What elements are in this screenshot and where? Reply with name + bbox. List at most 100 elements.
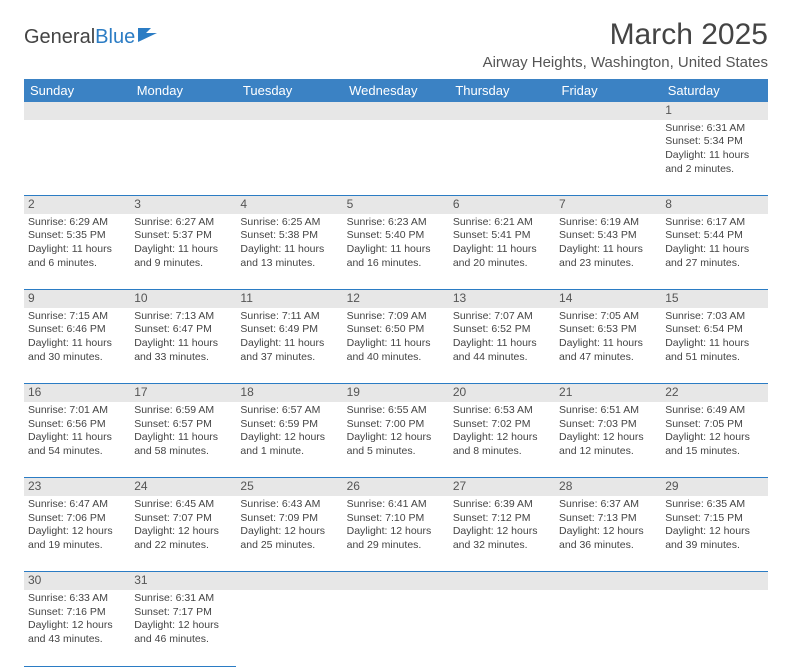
week-row: Sunrise: 7:15 AMSunset: 6:46 PMDaylight:… (24, 308, 768, 384)
day-cell: Sunrise: 6:51 AMSunset: 7:03 PMDaylight:… (555, 402, 661, 478)
daylight-text: Daylight: 11 hours and 13 minutes. (240, 243, 338, 270)
logo-text-part1: General (24, 26, 95, 49)
day-cell: Sunrise: 7:15 AMSunset: 6:46 PMDaylight:… (24, 308, 130, 384)
daylight-text: Daylight: 12 hours and 46 minutes. (134, 619, 232, 646)
day-cell: Sunrise: 7:03 AMSunset: 6:54 PMDaylight:… (661, 308, 767, 384)
sunset-text: Sunset: 7:09 PM (240, 512, 338, 526)
sunset-text: Sunset: 7:06 PM (28, 512, 126, 526)
day-cell-content: Sunrise: 6:31 AMSunset: 5:34 PMDaylight:… (665, 122, 763, 177)
sunrise-text: Sunrise: 6:29 AM (28, 216, 126, 230)
day-cell: Sunrise: 6:55 AMSunset: 7:00 PMDaylight:… (343, 402, 449, 478)
day-cell-content: Sunrise: 6:33 AMSunset: 7:16 PMDaylight:… (28, 592, 126, 647)
week-row: Sunrise: 6:29 AMSunset: 5:35 PMDaylight:… (24, 214, 768, 290)
daylight-text: Daylight: 11 hours and 37 minutes. (240, 337, 338, 364)
day-cell: Sunrise: 6:17 AMSunset: 5:44 PMDaylight:… (661, 214, 767, 290)
daylight-text: Daylight: 12 hours and 19 minutes. (28, 525, 126, 552)
day-cell: Sunrise: 6:21 AMSunset: 5:41 PMDaylight:… (449, 214, 555, 290)
weekday-header: Monday (130, 79, 236, 102)
title-block: March 2025 Airway Heights, Washington, U… (483, 18, 768, 77)
location-text: Airway Heights, Washington, United State… (483, 54, 768, 71)
day-number-cell (236, 102, 342, 120)
header: GeneralBlue March 2025 Airway Heights, W… (24, 18, 768, 77)
day-number-cell: 30 (24, 572, 130, 590)
sunset-text: Sunset: 6:56 PM (28, 418, 126, 432)
day-cell-content: Sunrise: 7:07 AMSunset: 6:52 PMDaylight:… (453, 310, 551, 365)
day-cell-content: Sunrise: 6:59 AMSunset: 6:57 PMDaylight:… (134, 404, 232, 459)
day-number-cell: 1 (661, 102, 767, 120)
day-number-cell: 12 (343, 290, 449, 308)
sunset-text: Sunset: 6:49 PM (240, 323, 338, 337)
sunset-text: Sunset: 5:40 PM (347, 229, 445, 243)
sunrise-text: Sunrise: 6:45 AM (134, 498, 232, 512)
daylight-text: Daylight: 12 hours and 8 minutes. (453, 431, 551, 458)
day-cell: Sunrise: 7:07 AMSunset: 6:52 PMDaylight:… (449, 308, 555, 384)
day-number-cell: 27 (449, 478, 555, 496)
day-cell (555, 120, 661, 196)
sunset-text: Sunset: 6:57 PM (134, 418, 232, 432)
day-cell-content: Sunrise: 6:43 AMSunset: 7:09 PMDaylight:… (240, 498, 338, 553)
day-cell: Sunrise: 6:53 AMSunset: 7:02 PMDaylight:… (449, 402, 555, 478)
daylight-text: Daylight: 11 hours and 58 minutes. (134, 431, 232, 458)
day-cell-content: Sunrise: 6:47 AMSunset: 7:06 PMDaylight:… (28, 498, 126, 553)
day-number-cell (449, 572, 555, 590)
daylight-text: Daylight: 12 hours and 36 minutes. (559, 525, 657, 552)
sunrise-text: Sunrise: 6:51 AM (559, 404, 657, 418)
day-number-cell: 25 (236, 478, 342, 496)
day-cell: Sunrise: 6:49 AMSunset: 7:05 PMDaylight:… (661, 402, 767, 478)
sunrise-text: Sunrise: 6:41 AM (347, 498, 445, 512)
logo-text-part2: Blue (95, 26, 135, 49)
day-cell-content: Sunrise: 6:41 AMSunset: 7:10 PMDaylight:… (347, 498, 445, 553)
day-cell-content: Sunrise: 6:53 AMSunset: 7:02 PMDaylight:… (453, 404, 551, 459)
day-number-cell (449, 102, 555, 120)
day-cell (130, 120, 236, 196)
day-number-cell: 21 (555, 384, 661, 402)
day-cell-content: Sunrise: 7:11 AMSunset: 6:49 PMDaylight:… (240, 310, 338, 365)
day-cell (343, 120, 449, 196)
day-number-cell: 14 (555, 290, 661, 308)
day-number-cell: 29 (661, 478, 767, 496)
day-number-cell: 31 (130, 572, 236, 590)
day-number-cell (24, 102, 130, 120)
day-number-cell: 13 (449, 290, 555, 308)
day-number-cell: 22 (661, 384, 767, 402)
day-number-cell: 5 (343, 196, 449, 214)
sunset-text: Sunset: 7:10 PM (347, 512, 445, 526)
day-number-cell (236, 572, 342, 590)
sunrise-text: Sunrise: 6:53 AM (453, 404, 551, 418)
sunset-text: Sunset: 6:47 PM (134, 323, 232, 337)
sunrise-text: Sunrise: 6:37 AM (559, 498, 657, 512)
daylight-text: Daylight: 12 hours and 32 minutes. (453, 525, 551, 552)
day-cell: Sunrise: 7:09 AMSunset: 6:50 PMDaylight:… (343, 308, 449, 384)
day-cell: Sunrise: 6:39 AMSunset: 7:12 PMDaylight:… (449, 496, 555, 572)
sunrise-text: Sunrise: 6:39 AM (453, 498, 551, 512)
sunrise-text: Sunrise: 6:49 AM (665, 404, 763, 418)
sunrise-text: Sunrise: 6:43 AM (240, 498, 338, 512)
daylight-text: Daylight: 11 hours and 54 minutes. (28, 431, 126, 458)
daylight-text: Daylight: 12 hours and 39 minutes. (665, 525, 763, 552)
daylight-text: Daylight: 11 hours and 40 minutes. (347, 337, 445, 364)
day-number-cell: 17 (130, 384, 236, 402)
day-number-cell: 16 (24, 384, 130, 402)
day-cell-content: Sunrise: 7:03 AMSunset: 6:54 PMDaylight:… (665, 310, 763, 365)
calendar-table: Sunday Monday Tuesday Wednesday Thursday… (24, 79, 768, 667)
day-cell-content: Sunrise: 7:05 AMSunset: 6:53 PMDaylight:… (559, 310, 657, 365)
day-number-cell (555, 102, 661, 120)
day-number-cell (343, 572, 449, 590)
day-cell: Sunrise: 6:47 AMSunset: 7:06 PMDaylight:… (24, 496, 130, 572)
day-cell: Sunrise: 6:31 AMSunset: 5:34 PMDaylight:… (661, 120, 767, 196)
daylight-text: Daylight: 12 hours and 25 minutes. (240, 525, 338, 552)
sunrise-text: Sunrise: 7:13 AM (134, 310, 232, 324)
day-cell (555, 590, 661, 666)
day-number-row: 23242526272829 (24, 478, 768, 496)
day-number-cell (130, 102, 236, 120)
daylight-text: Daylight: 12 hours and 12 minutes. (559, 431, 657, 458)
daylight-text: Daylight: 12 hours and 22 minutes. (134, 525, 232, 552)
sunset-text: Sunset: 7:07 PM (134, 512, 232, 526)
day-cell (236, 590, 342, 666)
day-cell-content: Sunrise: 6:31 AMSunset: 7:17 PMDaylight:… (134, 592, 232, 647)
day-cell: Sunrise: 6:43 AMSunset: 7:09 PMDaylight:… (236, 496, 342, 572)
weekday-header: Thursday (449, 79, 555, 102)
sunrise-text: Sunrise: 6:47 AM (28, 498, 126, 512)
day-number-cell (555, 572, 661, 590)
daylight-text: Daylight: 11 hours and 20 minutes. (453, 243, 551, 270)
